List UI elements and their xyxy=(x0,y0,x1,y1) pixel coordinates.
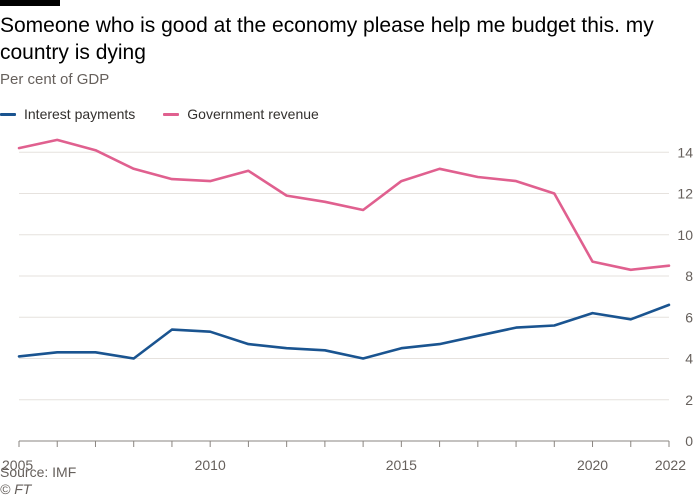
y-tick-label-6: 6 xyxy=(685,309,693,325)
x-tick-label-2005: 2005 xyxy=(2,457,33,473)
chart-title: Someone who is good at the economy pleas… xyxy=(0,14,654,64)
y-tick-label-12: 12 xyxy=(677,186,693,202)
legend: Interest payments Government revenue xyxy=(0,106,347,122)
y-tick-label-10: 10 xyxy=(677,227,693,243)
y-tick-label-2: 2 xyxy=(685,392,693,408)
y-tick-label-4: 4 xyxy=(685,351,693,367)
chart-subtitle: Per cent of GDP xyxy=(0,71,110,88)
legend-label-revenue: Government revenue xyxy=(187,106,319,122)
series-line-interest-payments xyxy=(17,303,671,360)
x-tick-label-2010: 2010 xyxy=(195,457,226,473)
x-tick-label-2022: 2022 xyxy=(655,457,686,473)
y-tick-label-8: 8 xyxy=(685,268,693,284)
legend-label-interest: Interest payments xyxy=(24,106,136,122)
legend-swatch-revenue xyxy=(163,112,180,116)
x-tick-label-2020: 2020 xyxy=(577,457,608,473)
x-tick-label-2015: 2015 xyxy=(386,457,417,473)
y-tick-label-14: 14 xyxy=(677,144,693,160)
credit-note: © FT xyxy=(0,481,32,497)
legend-swatch-interest xyxy=(0,112,16,116)
brand-bar xyxy=(0,0,60,6)
legend-item-interest: Interest payments xyxy=(0,106,135,122)
y-tick-label-0: 0 xyxy=(685,433,693,449)
source-note: Source: IMF xyxy=(0,464,77,480)
series-line-government-revenue xyxy=(17,138,671,272)
legend-item-revenue: Government revenue xyxy=(163,106,319,122)
